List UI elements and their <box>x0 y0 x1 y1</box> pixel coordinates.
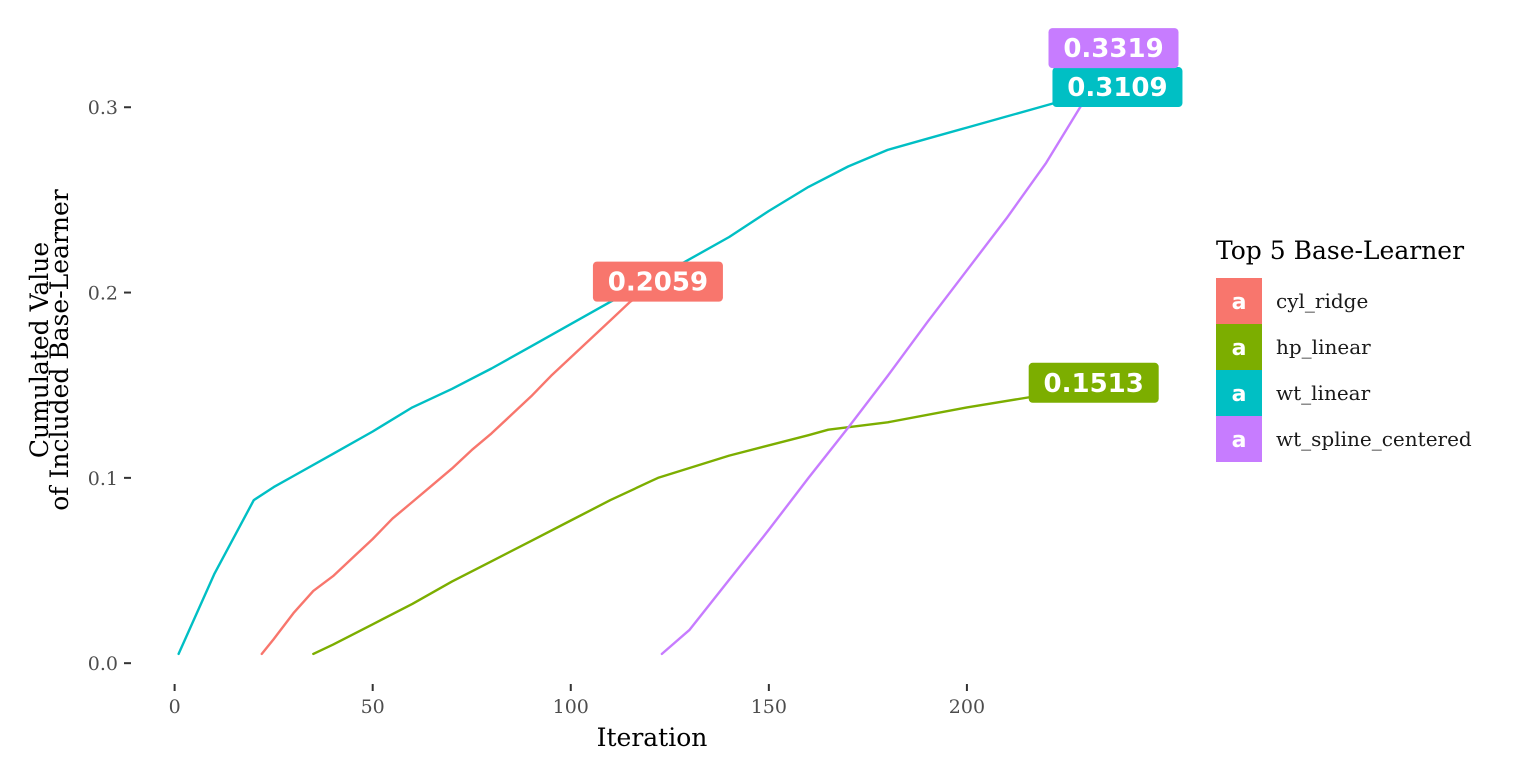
series-line-hp-linear <box>312 381 1095 656</box>
legend-label: cyl_ridge <box>1276 289 1368 313</box>
series-lines <box>177 46 1119 656</box>
end-label-value: 0.1513 <box>1044 369 1144 399</box>
y-tick-label: 0.1 <box>88 468 118 490</box>
y-axis-title: Cumulated Value of Included Base-Learner <box>25 189 74 511</box>
end-label-box <box>1052 67 1183 108</box>
end-label-wt-spline-centered: 0.3319 <box>1048 28 1179 69</box>
series-line-cyl-ridge <box>260 280 660 656</box>
y-tick-label: 0.3 <box>88 97 118 119</box>
x-axis: 0 50 100 150 200 <box>169 684 985 718</box>
legend-item-hp-linear: a hp_linear <box>1216 324 1371 370</box>
x-tick-label: 100 <box>553 696 589 718</box>
end-label-hp-linear: 0.1513 <box>1028 362 1159 403</box>
legend-item-wt-spline-centered: a wt_spline_centered <box>1216 416 1472 462</box>
x-tick-label: 0 <box>169 696 181 718</box>
y-axis-title-line-1: Cumulated Value <box>25 242 54 458</box>
end-label-box <box>1028 362 1159 403</box>
end-label-value: 0.3109 <box>1067 73 1167 103</box>
legend-key-glyph: a <box>1232 382 1247 407</box>
legend-key <box>1216 416 1262 462</box>
y-tick-label: 0.0 <box>88 653 118 675</box>
legend-label: hp_linear <box>1276 335 1371 359</box>
y-axis-title-line-2: of Included Base-Learner <box>45 189 74 511</box>
legend-key <box>1216 370 1262 416</box>
end-label-wt-linear: 0.3109 <box>1052 67 1183 108</box>
y-tick-label: 0.2 <box>88 283 118 305</box>
end-label-box <box>1048 28 1179 69</box>
legend-label: wt_linear <box>1276 381 1371 405</box>
end-label-cyl-ridge: 0.2059 <box>592 261 723 302</box>
x-tick-label: 50 <box>361 696 385 718</box>
legend-item-cyl-ridge: a cyl_ridge <box>1216 278 1368 324</box>
series-line-wt-linear <box>177 85 1119 656</box>
y-axis: 0.0 0.1 0.2 0.3 <box>88 97 131 675</box>
x-tick-label: 150 <box>751 696 787 718</box>
end-label-box <box>592 261 723 302</box>
end-labels: 0.2059 0.1513 0.3109 0.3319 <box>592 28 1183 403</box>
legend-key <box>1216 278 1262 324</box>
legend-label: wt_spline_centered <box>1276 427 1472 451</box>
legend-key <box>1216 324 1262 370</box>
legend-key-glyph: a <box>1232 428 1247 453</box>
legend-key-glyph: a <box>1232 336 1247 361</box>
x-tick-label: 200 <box>949 696 985 718</box>
series-line-wt-spline-centered <box>660 46 1115 656</box>
legend-key-glyph: a <box>1232 290 1247 315</box>
end-label-value: 0.2059 <box>608 268 708 298</box>
legend-item-wt-linear: a wt_linear <box>1216 370 1371 416</box>
x-axis-title: Iteration <box>597 723 708 752</box>
legend-title: Top 5 Base-Learner <box>1216 236 1464 265</box>
end-label-value: 0.3319 <box>1063 34 1163 64</box>
